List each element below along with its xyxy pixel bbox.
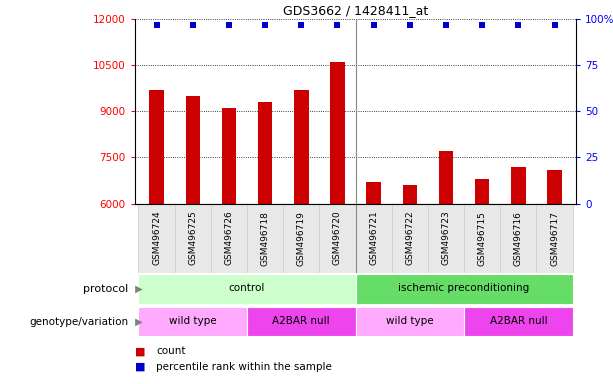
Text: GSM496726: GSM496726 (224, 211, 234, 265)
Text: GSM496720: GSM496720 (333, 211, 342, 265)
Bar (439, 151, 453, 204)
Text: wild type: wild type (386, 316, 433, 326)
FancyBboxPatch shape (500, 204, 536, 273)
Text: ■: ■ (135, 362, 145, 372)
Text: GSM496721: GSM496721 (369, 211, 378, 265)
FancyBboxPatch shape (139, 307, 247, 336)
FancyBboxPatch shape (283, 204, 319, 273)
Bar (547, 170, 562, 204)
FancyBboxPatch shape (392, 204, 428, 273)
Text: ischemic preconditioning: ischemic preconditioning (398, 283, 530, 293)
Text: ▶: ▶ (132, 284, 142, 294)
Bar (511, 167, 525, 204)
Text: GSM496719: GSM496719 (297, 211, 306, 265)
Bar (258, 102, 272, 204)
FancyBboxPatch shape (247, 307, 356, 336)
Text: GSM496723: GSM496723 (441, 211, 451, 265)
FancyBboxPatch shape (428, 204, 464, 273)
Bar (367, 182, 381, 204)
FancyBboxPatch shape (139, 274, 356, 304)
Bar (330, 62, 345, 204)
Text: GSM496724: GSM496724 (152, 211, 161, 265)
Text: protocol: protocol (83, 284, 129, 294)
Bar (475, 179, 489, 204)
Title: GDS3662 / 1428411_at: GDS3662 / 1428411_at (283, 3, 428, 17)
Text: control: control (229, 283, 265, 293)
FancyBboxPatch shape (464, 307, 573, 336)
FancyBboxPatch shape (356, 307, 464, 336)
Bar (150, 90, 164, 204)
Bar (222, 108, 236, 204)
FancyBboxPatch shape (247, 204, 283, 273)
Text: GSM496715: GSM496715 (478, 211, 487, 265)
FancyBboxPatch shape (319, 204, 356, 273)
Text: GSM496722: GSM496722 (405, 211, 414, 265)
Text: A2BAR null: A2BAR null (490, 316, 547, 326)
FancyBboxPatch shape (175, 204, 211, 273)
Text: genotype/variation: genotype/variation (29, 316, 129, 327)
FancyBboxPatch shape (464, 204, 500, 273)
FancyBboxPatch shape (356, 274, 573, 304)
Bar (294, 90, 308, 204)
FancyBboxPatch shape (536, 204, 573, 273)
Text: percentile rank within the sample: percentile rank within the sample (156, 362, 332, 372)
Text: GSM496725: GSM496725 (188, 211, 197, 265)
Text: wild type: wild type (169, 316, 216, 326)
FancyBboxPatch shape (139, 204, 175, 273)
Bar (403, 185, 417, 204)
Text: GSM496716: GSM496716 (514, 211, 523, 265)
Bar (186, 96, 200, 204)
Text: A2BAR null: A2BAR null (272, 316, 330, 326)
Text: count: count (156, 346, 186, 356)
Text: ▶: ▶ (132, 316, 142, 327)
FancyBboxPatch shape (356, 204, 392, 273)
Text: GSM496717: GSM496717 (550, 211, 559, 265)
FancyBboxPatch shape (211, 204, 247, 273)
Text: ■: ■ (135, 346, 145, 356)
Text: GSM496718: GSM496718 (261, 211, 270, 265)
